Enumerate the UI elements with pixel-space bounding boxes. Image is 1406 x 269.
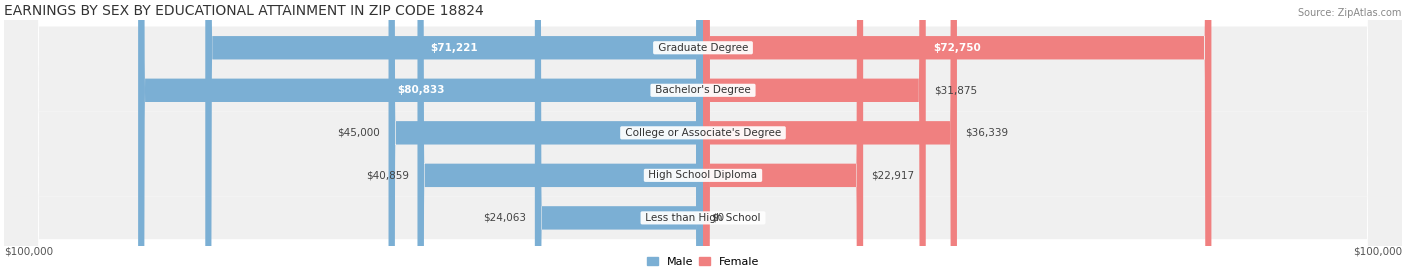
FancyBboxPatch shape: [4, 0, 1402, 269]
Text: $100,000: $100,000: [1353, 247, 1402, 257]
Text: High School Diploma: High School Diploma: [645, 170, 761, 180]
Text: $45,000: $45,000: [337, 128, 380, 138]
FancyBboxPatch shape: [4, 0, 1402, 269]
Text: Graduate Degree: Graduate Degree: [655, 43, 751, 53]
Text: $100,000: $100,000: [4, 247, 53, 257]
Text: $36,339: $36,339: [966, 128, 1008, 138]
FancyBboxPatch shape: [703, 0, 925, 269]
Text: $72,750: $72,750: [934, 43, 981, 53]
Text: $80,833: $80,833: [396, 85, 444, 95]
FancyBboxPatch shape: [534, 0, 703, 269]
FancyBboxPatch shape: [205, 0, 703, 269]
FancyBboxPatch shape: [388, 0, 703, 269]
Text: Source: ZipAtlas.com: Source: ZipAtlas.com: [1299, 8, 1402, 18]
FancyBboxPatch shape: [4, 0, 1402, 269]
Text: $0: $0: [711, 213, 724, 223]
FancyBboxPatch shape: [703, 0, 863, 269]
FancyBboxPatch shape: [703, 0, 1212, 269]
Text: EARNINGS BY SEX BY EDUCATIONAL ATTAINMENT IN ZIP CODE 18824: EARNINGS BY SEX BY EDUCATIONAL ATTAINMEN…: [4, 4, 484, 18]
FancyBboxPatch shape: [703, 0, 957, 269]
Legend: Male, Female: Male, Female: [647, 257, 759, 267]
FancyBboxPatch shape: [418, 0, 703, 269]
Text: $24,063: $24,063: [484, 213, 526, 223]
FancyBboxPatch shape: [4, 0, 1402, 269]
Text: College or Associate's Degree: College or Associate's Degree: [621, 128, 785, 138]
FancyBboxPatch shape: [4, 0, 1402, 269]
Text: $71,221: $71,221: [430, 43, 478, 53]
Text: $40,859: $40,859: [366, 170, 409, 180]
Text: $31,875: $31,875: [934, 85, 977, 95]
Text: Bachelor's Degree: Bachelor's Degree: [652, 85, 754, 95]
FancyBboxPatch shape: [138, 0, 703, 269]
Text: Less than High School: Less than High School: [643, 213, 763, 223]
Text: $22,917: $22,917: [872, 170, 915, 180]
